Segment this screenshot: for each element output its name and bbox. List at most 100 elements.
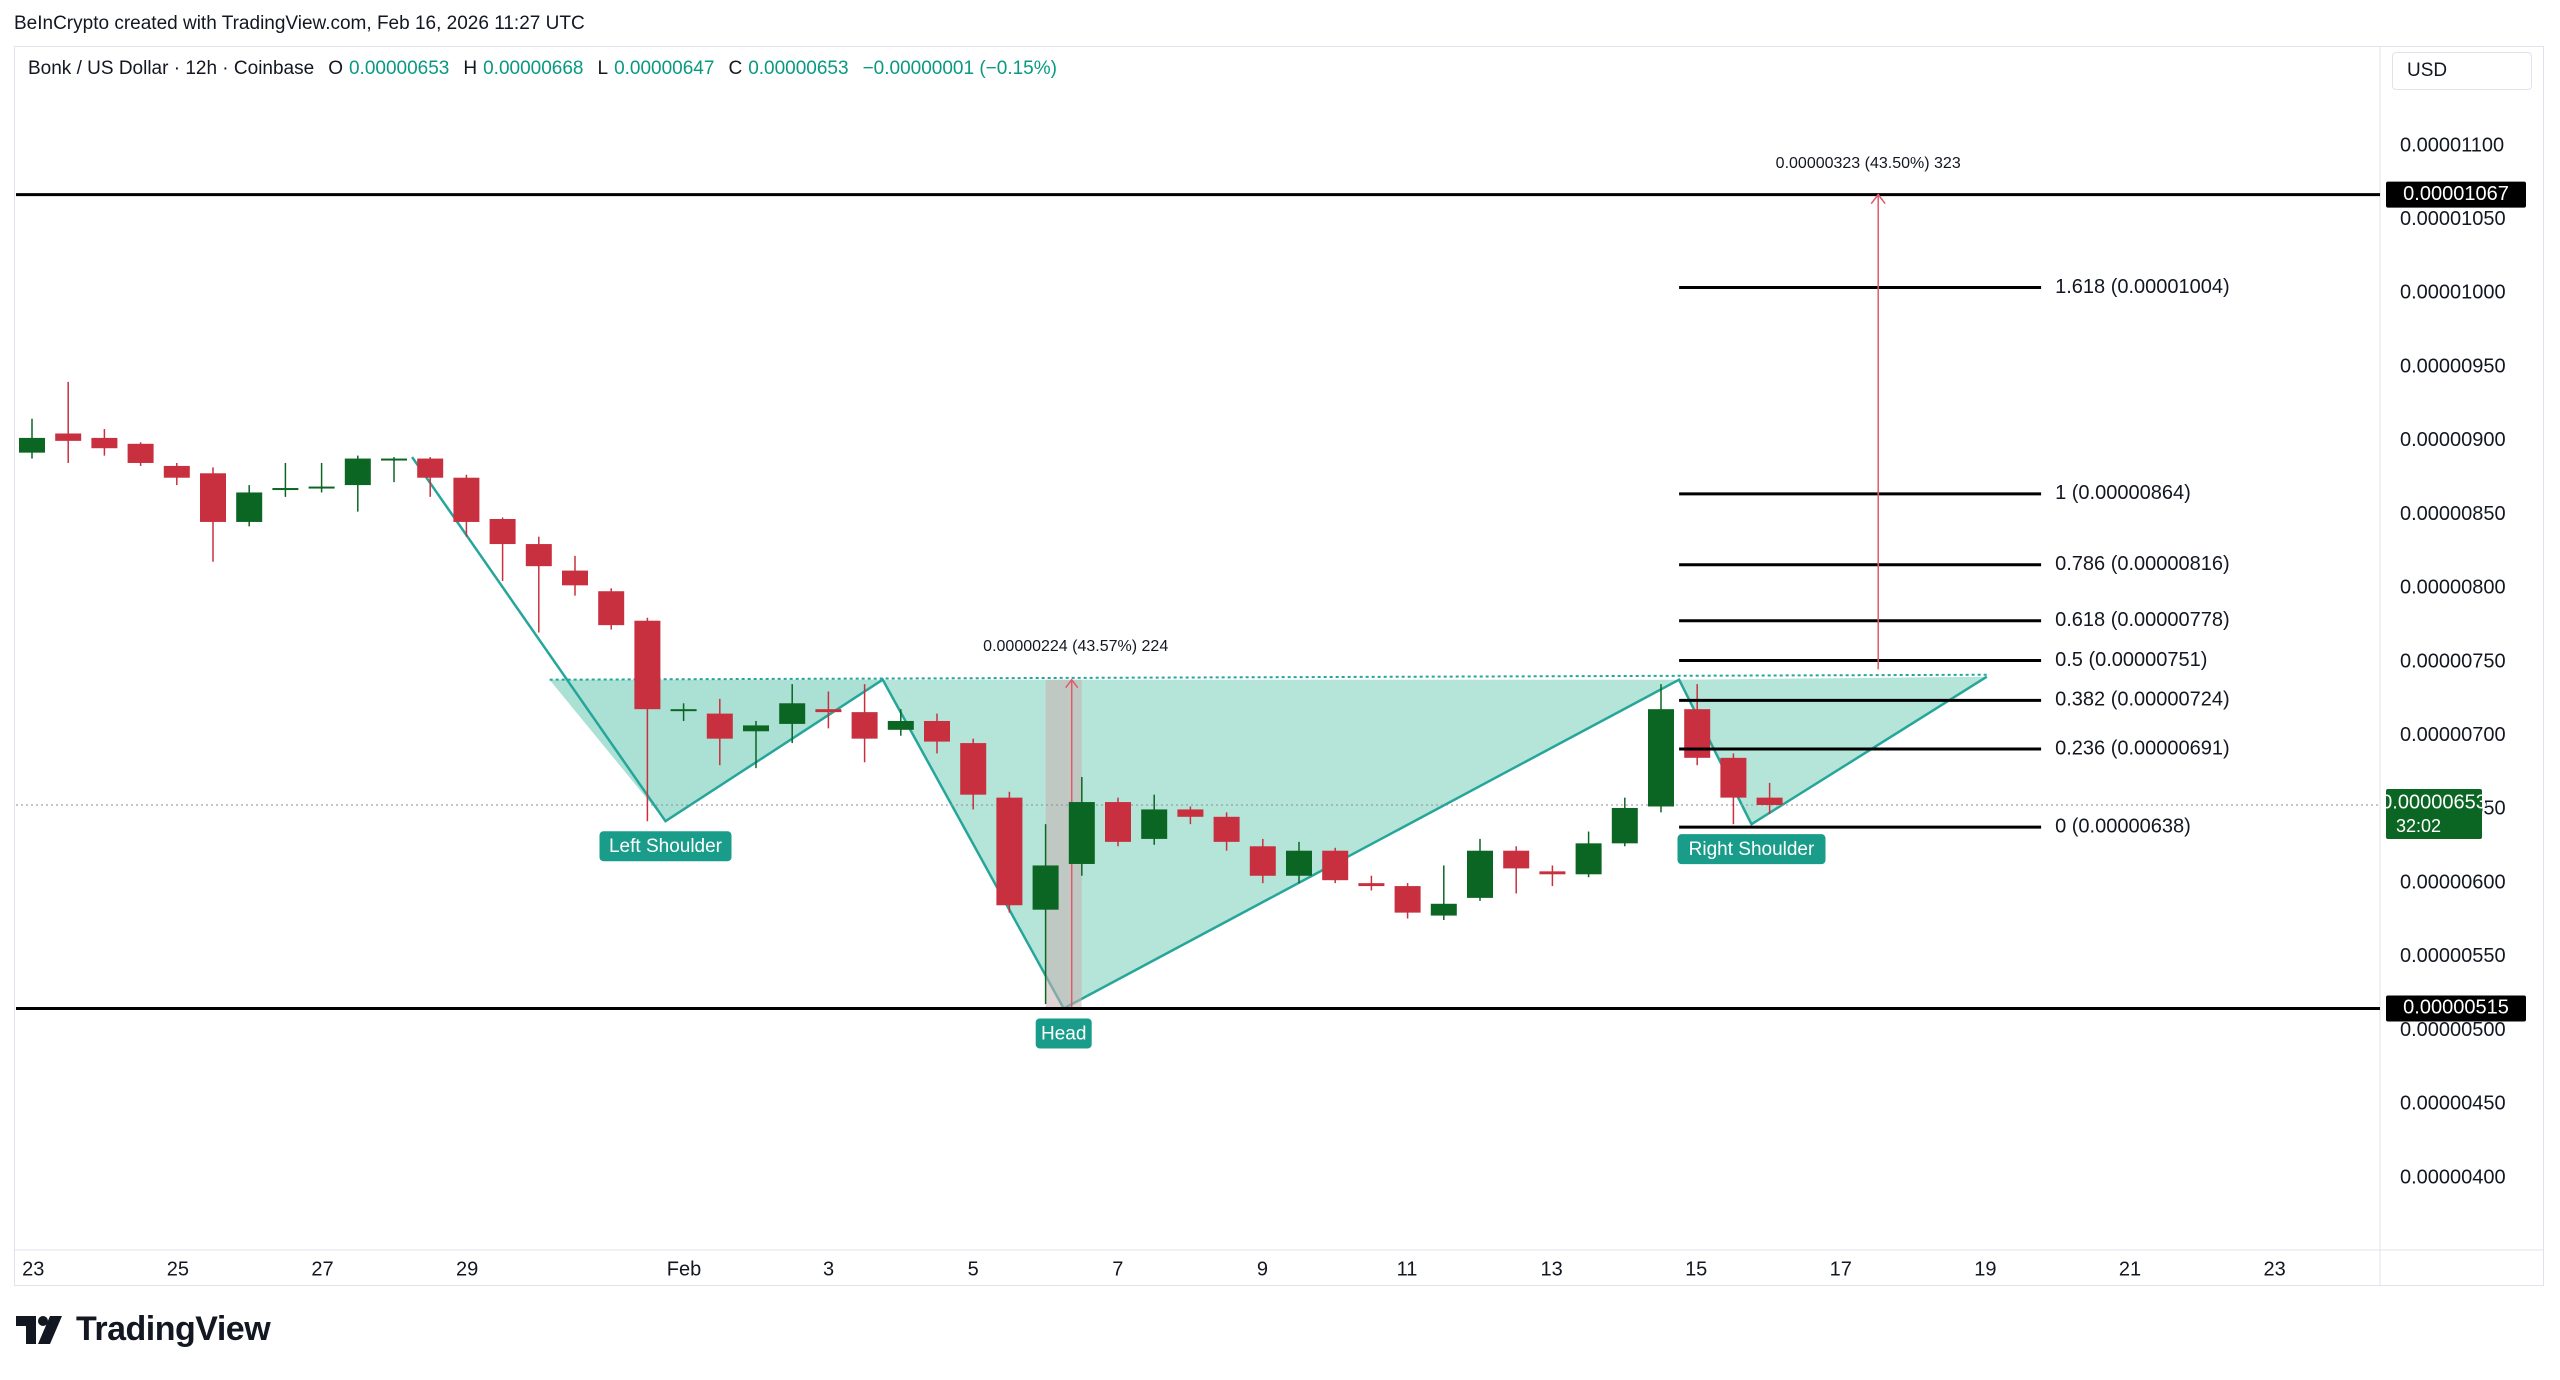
fib-label-1: 1 (0.00000864) <box>2055 482 2191 504</box>
pattern-label: Right Shoulder <box>1689 839 1815 860</box>
candle-body <box>1430 903 1457 916</box>
candle-body <box>381 458 407 461</box>
candle-body <box>19 437 45 453</box>
candle-body <box>887 720 914 730</box>
currency-button[interactable]: USD <box>2392 52 2532 90</box>
candle-body <box>236 492 263 522</box>
low-label: L <box>597 58 609 79</box>
pattern-label-box <box>1035 1018 1092 1049</box>
head-measure-label: 0.00000224 (43.57%) 224 <box>983 638 1168 655</box>
x-tick-label: 23 <box>22 1258 44 1280</box>
candle-body <box>1213 816 1240 842</box>
candle-body <box>815 709 842 713</box>
candle-body <box>1575 843 1602 875</box>
candle-body <box>91 437 118 449</box>
candle-body <box>1358 883 1385 887</box>
candle-body <box>743 725 769 732</box>
low-value: 0.00000647 <box>614 58 715 79</box>
fib-label-0.786: 0.786 (0.00000816) <box>2055 553 2230 575</box>
x-tick-label: 11 <box>1397 1258 1418 1280</box>
fib-label-0.382: 0.382 (0.00000724) <box>2055 689 2230 711</box>
pattern-label: Left Shoulder <box>609 836 723 857</box>
price-chart[interactable]: 0.00000400 0.00000450 0.00000500 0.00000550… <box>0 0 2560 1300</box>
x-tick-label: 5 <box>968 1258 979 1280</box>
fib-label-0.618: 0.618 (0.00000778) <box>2055 609 2230 631</box>
candle-body <box>996 797 1023 906</box>
pattern-label-box <box>1677 834 1826 865</box>
fib-label-0: 0 (0.00000638) <box>2055 815 2191 837</box>
support-price-label: 0.00000515 <box>2403 997 2509 1019</box>
y-tick-label: 0.00000500 <box>2400 1019 2506 1041</box>
x-tick-label: 9 <box>1257 1258 1268 1280</box>
x-tick-label: 29 <box>456 1258 478 1280</box>
candle-body <box>960 743 987 795</box>
x-tick-label: 7 <box>1112 1258 1123 1280</box>
open-value: 0.00000653 <box>348 58 450 79</box>
target-measure-label: 0.00000323 (43.50%) 323 <box>1776 155 1961 172</box>
candle-body <box>1286 850 1312 876</box>
candle-body <box>127 443 154 463</box>
x-tick-label: 13 <box>1540 1258 1562 1280</box>
head-measure-arrow <box>1065 678 1079 689</box>
candle-body <box>1032 865 1059 910</box>
tradingview-logo[interactable]: TradingView <box>16 1310 271 1349</box>
candle-body <box>1648 709 1674 807</box>
y-tick-label: 0.00000950 <box>2400 355 2506 377</box>
fib-label-0.5: 0.5 (0.00000751) <box>2055 649 2207 671</box>
candle-body <box>1068 802 1095 864</box>
candle-body <box>1539 871 1566 875</box>
candle-body <box>779 703 806 724</box>
x-tick-label: Feb <box>667 1258 701 1280</box>
candle-body <box>1141 809 1168 839</box>
y-tick-label: 0.00000550 <box>2400 945 2506 967</box>
y-tick-label: 0.00000900 <box>2400 429 2506 451</box>
symbol-header: Bonk / US Dollar · 12h · Coinbase O 0.000… <box>28 58 1065 80</box>
resistance-price-label: 0.00001067 <box>2403 183 2509 205</box>
open-label: O <box>328 58 343 79</box>
y-tick-label: 0.00001050 <box>2400 208 2506 230</box>
last-price-label: 0.00000653 <box>2381 791 2487 813</box>
y-tick-label: 0.00000800 <box>2400 577 2506 599</box>
y-tick-label: 0.00000850 <box>2400 503 2506 525</box>
candle-body <box>200 473 226 522</box>
candle-body <box>525 544 552 567</box>
candle-body <box>1611 807 1638 844</box>
y-tick-label: 0.00001100 <box>2400 134 2504 156</box>
y-tick-label: 0.00001000 <box>2400 282 2506 304</box>
candle-body <box>1503 850 1530 869</box>
chart-credit: BeInCrypto created with TradingView.com,… <box>14 13 585 34</box>
symbol-title[interactable]: Bonk / US Dollar · 12h · Coinbase <box>28 58 315 79</box>
left-shoulder-area <box>549 679 883 822</box>
last-price-tag <box>2386 789 2482 840</box>
y-tick-label: 0.00000700 <box>2400 724 2506 746</box>
x-tick-label: 3 <box>823 1258 834 1280</box>
candle-body <box>924 720 950 742</box>
x-tick-label: 27 <box>311 1258 333 1280</box>
candle-body <box>344 458 371 486</box>
x-tick-label: 17 <box>1830 1258 1852 1280</box>
x-tick-label: 21 <box>2119 1258 2141 1280</box>
candle-body <box>1720 757 1747 798</box>
high-label: H <box>463 58 478 79</box>
close-value: 0.00000653 <box>748 58 849 79</box>
candle-body <box>598 591 625 626</box>
y-tick-label: 0.00000450 <box>2400 1093 2506 1115</box>
x-tick-label: 25 <box>167 1258 189 1280</box>
change-value: −0.00000001 (−0.15%) <box>862 58 1057 79</box>
candle-body <box>1756 797 1783 806</box>
candle-body <box>1322 850 1349 881</box>
x-tick-label: 23 <box>2263 1258 2285 1280</box>
candle-body <box>1684 709 1711 758</box>
pattern-label: Head <box>1041 1023 1086 1044</box>
candle-body <box>1105 802 1131 842</box>
target-measure-arrow <box>1870 193 1886 205</box>
y-tick-label: 0.00000600 <box>2400 871 2506 893</box>
candle-body <box>1177 809 1204 817</box>
tradingview-logo-icon <box>16 1315 62 1344</box>
candle-body <box>489 518 516 545</box>
close-label: C <box>728 58 743 79</box>
candle-body <box>706 713 733 739</box>
x-tick-label: 19 <box>1974 1258 1996 1280</box>
fib-label-0.236: 0.236 (0.00000691) <box>2055 737 2230 759</box>
candle-body <box>163 465 190 478</box>
